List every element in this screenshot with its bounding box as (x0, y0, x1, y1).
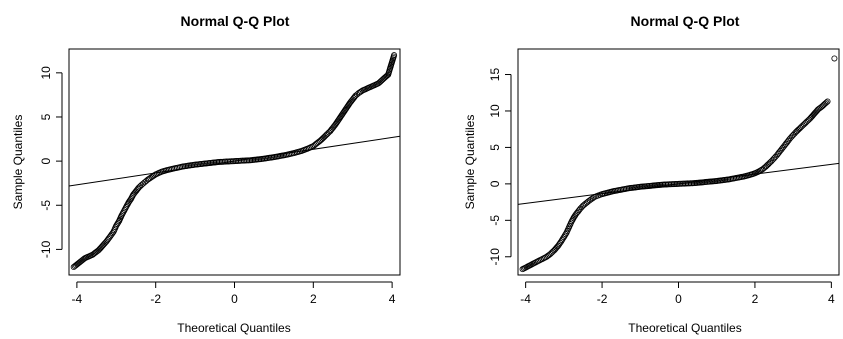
qq-point (823, 99, 830, 106)
right-chart-title: Normal Q-Q Plot (631, 13, 740, 29)
right-y-axis-label: Sample Quantiles (463, 115, 477, 210)
left-chart-title: Normal Q-Q Plot (181, 13, 290, 29)
left-y-axis-label: Sample Quantiles (11, 115, 25, 210)
qq-point (113, 222, 120, 229)
qq-point (321, 133, 328, 140)
qq-point (322, 132, 329, 139)
y-tick-label: 10 (488, 104, 502, 118)
left-points (70, 52, 398, 271)
x-tick-label: -4 (520, 292, 531, 306)
left-reference-line (68, 135, 401, 187)
x-tick-label: -2 (150, 292, 161, 306)
left-x-axis: -4 -2 0 2 4 (72, 281, 396, 306)
qq-point (831, 55, 838, 62)
y-tick-label: 15 (488, 68, 502, 82)
y-tick-label: 5 (39, 113, 53, 120)
right-reference-line (517, 162, 840, 205)
right-x-axis-label: Theoretical Quantiles (628, 321, 741, 335)
y-tick-label: -5 (488, 215, 502, 226)
left-y-axis: -10 -5 0 5 10 (39, 66, 63, 258)
x-tick-label: 4 (389, 292, 396, 306)
x-tick-label: 0 (675, 292, 682, 306)
qq-point (561, 232, 568, 239)
right-x-axis: -4 -2 0 2 4 (520, 281, 835, 306)
x-tick-label: 2 (752, 292, 759, 306)
left-plot-frame (68, 48, 401, 276)
y-tick-label: 10 (39, 66, 53, 80)
qq-point (560, 234, 567, 241)
qq-point (559, 235, 566, 242)
y-tick-label: -5 (39, 200, 53, 211)
x-tick-label: 2 (310, 292, 317, 306)
qq-point (558, 238, 565, 245)
qq-point (559, 237, 566, 244)
right-points (519, 55, 838, 273)
x-tick-label: -4 (72, 292, 83, 306)
qq-point (589, 195, 596, 202)
x-tick-label: 0 (231, 292, 238, 306)
qq-point (109, 230, 116, 237)
qq-point (562, 231, 569, 238)
right-y-axis: -10 -5 0 5 10 15 (488, 68, 512, 266)
x-tick-label: -2 (597, 292, 608, 306)
qq-point (319, 135, 326, 142)
y-tick-label: 0 (39, 157, 53, 164)
y-tick-label: 0 (488, 180, 502, 187)
right-plot-frame (517, 48, 840, 276)
x-tick-label: 4 (828, 292, 835, 306)
qq-point (793, 128, 800, 135)
qq-point (318, 136, 325, 143)
y-tick-label: 5 (488, 144, 502, 151)
qq-point (391, 52, 398, 59)
left-x-axis-label: Theoretical Quantiles (177, 321, 290, 335)
qq-point (824, 98, 831, 105)
qq-plot-right: Normal Q-Q Plot -4 -2 0 2 4 -10 -5 0 5 10 15 Theo… (463, 13, 840, 335)
y-tick-label: -10 (39, 240, 53, 258)
y-tick-label: -10 (488, 248, 502, 266)
qq-point (763, 162, 770, 169)
qq-plot-left: Normal Q-Q Plot -4 -2 0 2 4 -10 -5 0 5 10 Theore… (11, 13, 401, 335)
qq-point (320, 134, 327, 141)
